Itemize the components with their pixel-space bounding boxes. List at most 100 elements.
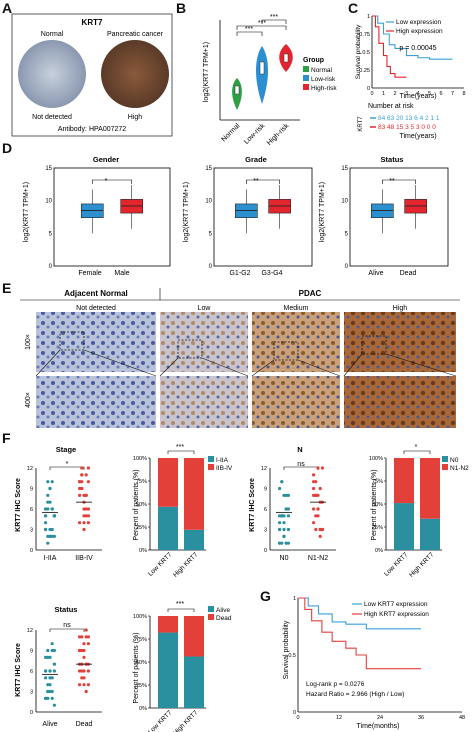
f-dot — [86, 635, 90, 639]
panel-d: log2(KRT7 TPM+1) log2(KRT7 TPM+1) log2(K… — [23, 155, 449, 277]
panel-a-title: KRT7 — [82, 18, 103, 27]
d-boxplot-2: 0 5 10 15 — [341, 166, 449, 270]
f-bar-xlabel: Low KRT7 — [383, 551, 410, 578]
ihc-low-400x — [160, 376, 248, 428]
f-dot — [316, 493, 320, 497]
d-sig-bracket — [246, 179, 280, 184]
km-ytick-label: 0.25 — [359, 68, 370, 74]
f-dot-chart-0: 0 3 6 9 12 — [27, 466, 102, 554]
ihc-normal-400x — [36, 376, 156, 428]
f-dot — [286, 493, 290, 497]
f-dot — [86, 521, 90, 525]
f-dot — [318, 534, 322, 538]
f-dot — [84, 493, 88, 497]
f-dot — [44, 521, 48, 525]
e-row-100x: 100× — [25, 334, 32, 350]
d-ytick-label: 0 — [49, 264, 53, 270]
panel-label-c: C — [348, 0, 359, 16]
f-dot — [80, 480, 84, 484]
f-bar-ytick-label: 75% — [136, 637, 147, 643]
km-ytick-label: 0.5 — [362, 50, 370, 56]
km-xtick-label: 0 — [296, 715, 299, 721]
km-xtick-label: 1 — [382, 91, 385, 97]
f-bar-segment — [184, 458, 204, 530]
panel-f: Stage KRT7 IHC Score I-IIA IIB-IV * N KR… — [15, 444, 469, 732]
b-xlabel-high: High-risk — [266, 122, 291, 147]
d-ylabel-1: log2(KRT7 TPM+1) — [23, 182, 30, 242]
f-dot — [314, 493, 318, 497]
f-dot — [48, 534, 52, 538]
panel-a-cancer-label: Pancreatic cancer — [107, 31, 164, 38]
f-dot — [320, 466, 324, 470]
d-ytick-label: 0 — [345, 264, 349, 270]
f-dot — [282, 527, 286, 532]
f-dot — [280, 514, 284, 518]
f-x-n-2: N1-N2 — [308, 555, 328, 562]
d-ytick-label: 0 — [209, 264, 213, 270]
f-dot — [80, 466, 84, 470]
f-dot — [82, 683, 86, 687]
f-dot-ytick-label: 0 — [30, 710, 33, 716]
f-dot — [312, 493, 316, 497]
f-dot — [46, 541, 50, 545]
panel-g: Survival probability Time(months) 0 12 24 3… — [283, 596, 465, 730]
f-dot — [52, 669, 57, 673]
f-bar-segment — [394, 458, 414, 504]
f-bar-segment — [394, 503, 414, 550]
f-x-stage-1: I-IIA — [44, 555, 57, 562]
f-dot-ytick-label: 0 — [30, 548, 33, 554]
f-dot — [278, 521, 282, 525]
f-dot — [312, 486, 316, 491]
f-dot — [44, 507, 48, 511]
f-dot — [46, 648, 50, 653]
f-dot — [282, 534, 286, 538]
f-dot — [80, 676, 84, 680]
f-dot — [44, 527, 48, 532]
f-dot — [314, 514, 318, 518]
panel-a-frame — [11, 13, 173, 137]
f-title-n: N — [297, 445, 302, 454]
f-dot — [52, 514, 57, 518]
c-xlabel: Time(years) — [399, 93, 436, 100]
d-x-dead: Dead — [400, 270, 417, 277]
f-sig-n: ns — [297, 461, 305, 468]
f-dot — [312, 473, 316, 477]
f-bar-ytick-label: 75% — [136, 479, 147, 485]
panel-a-antibody: Antibody: HPA007272 — [58, 126, 126, 133]
f-dot — [50, 648, 54, 653]
c-risk-ylabel: KRT7 — [358, 116, 364, 132]
c-risk-low: 84 63 20 13 6 4 2 1 1 — [378, 115, 440, 122]
c-legend-high: High expression — [396, 28, 443, 35]
f-dot — [44, 696, 48, 700]
f-dot — [52, 662, 57, 666]
f-dot — [84, 473, 88, 477]
f-dot — [86, 514, 90, 518]
f-dot — [284, 541, 288, 545]
km-ytick-label: 1 — [293, 596, 296, 602]
f-dot-ytick-label: 9 — [30, 487, 33, 493]
g-ylabel: Survival probability — [283, 620, 290, 679]
f-dot — [78, 493, 82, 497]
f-dot — [78, 669, 82, 673]
f-dot — [82, 514, 86, 518]
f-dot — [82, 493, 86, 497]
km-xtick-label: 8 — [462, 91, 465, 97]
ihc-low-100x — [160, 312, 248, 372]
f-dot — [84, 628, 88, 632]
f-bar-ytick-label: 50% — [372, 502, 383, 508]
f-dot — [278, 541, 282, 545]
panel-b-ylabel: log2(KRT7 TPM+1) — [203, 42, 210, 102]
f-dot — [78, 521, 82, 525]
f-dot — [46, 696, 50, 700]
f-dot — [280, 480, 284, 484]
c-risk-high: 83 48 15 3 5 3 0 0 0 — [378, 124, 436, 131]
c-legend-low: Low expression — [396, 19, 442, 26]
d-sig-gender: * — [105, 178, 108, 185]
panel-c: Survival probability 0 1 2 3 4 5 6 7 8 0 0.25 0.5 0.… — [355, 14, 466, 140]
f-x-status-2: Dead — [76, 721, 93, 728]
f-dot — [78, 683, 82, 687]
panel-label-f: F — [2, 430, 11, 446]
panel-label-e: E — [2, 280, 12, 296]
f-ylabel-stage: KRT7 IHC Score — [15, 478, 22, 532]
